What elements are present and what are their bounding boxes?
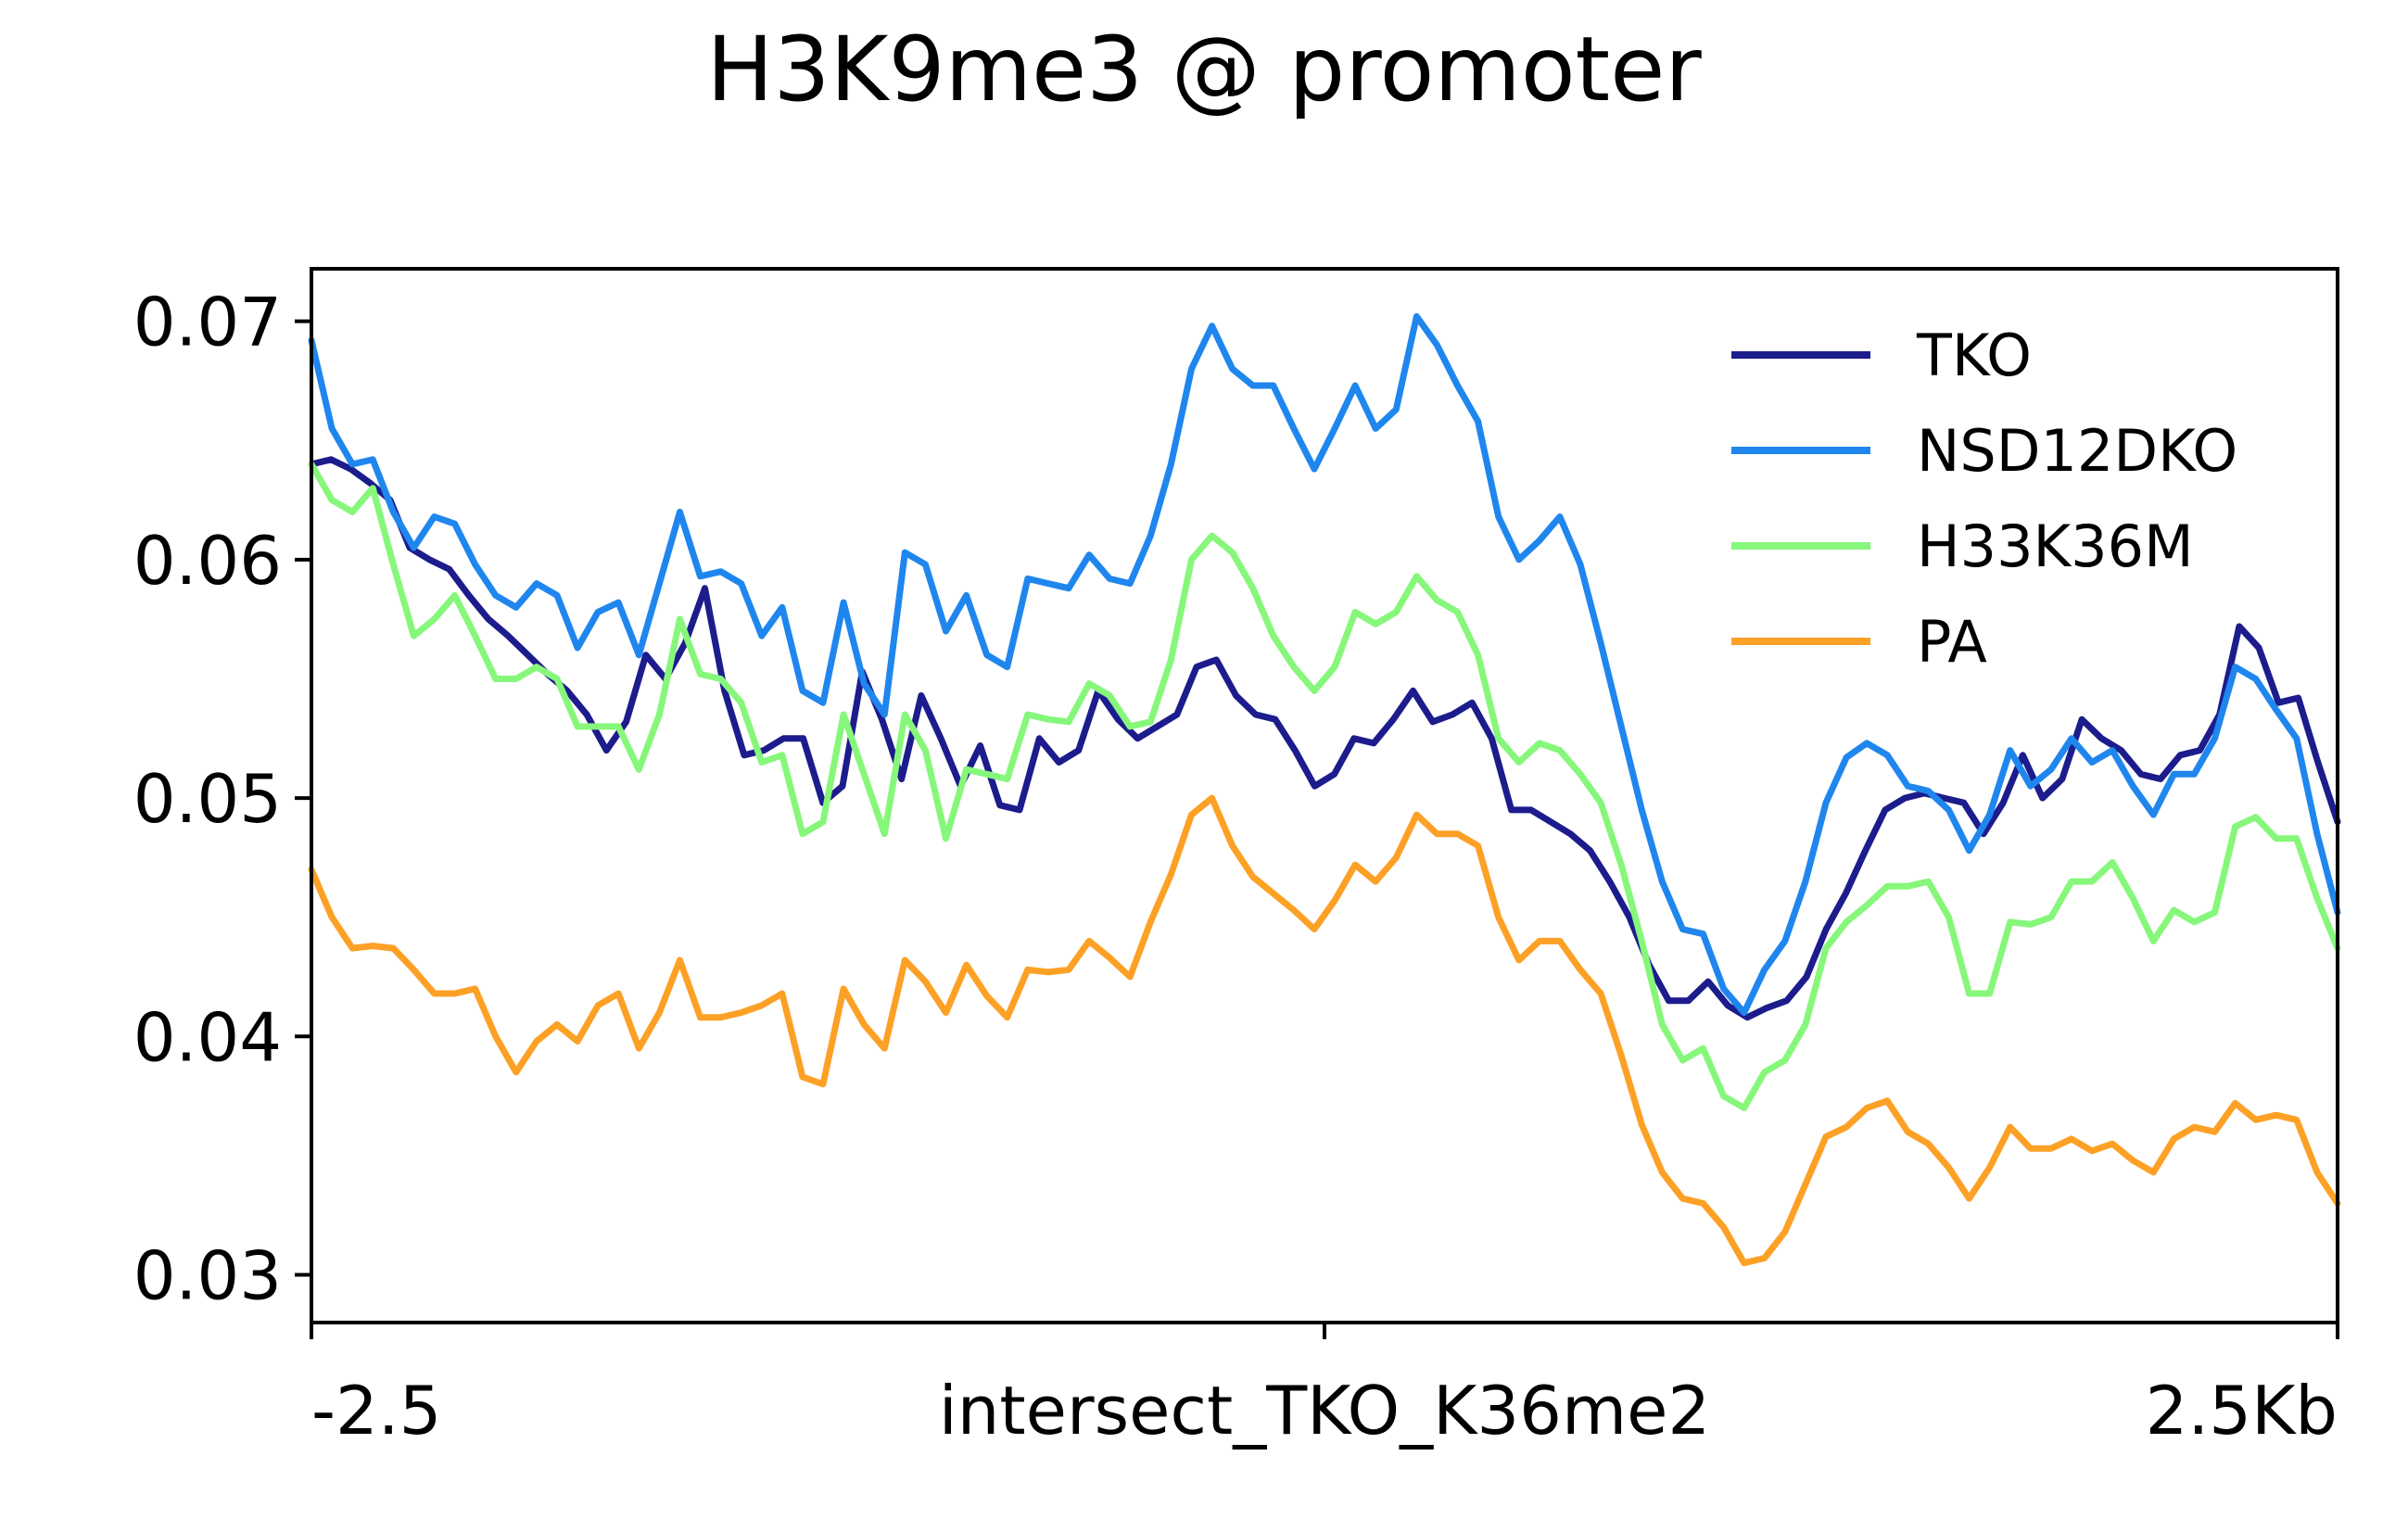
x-tick-label: 2.5Kb [2146,1372,2338,1450]
y-axis: 0.03 0.04 0.05 0.06 0.07 [133,284,311,1315]
y-tick-label: 0.06 [133,522,282,600]
x-axis: -2.5 intersect_TKO_K36me2 2.5Kb [310,1323,2339,1450]
legend: TKO NSD12DKO H33K36M PA [1731,322,2237,676]
x-tick-label: intersect_TKO_K36me2 [939,1372,1710,1450]
legend-label-tko: TKO [1916,322,2032,389]
legend-label-pa: PA [1917,608,1987,676]
series-line-nsd12dko [308,312,2341,1017]
legend-label-h33k36m: H33K36M [1917,513,2194,580]
chart-title: H3K9me3 @ promoter [706,18,1702,121]
y-tick-label: 0.03 [133,1237,282,1315]
series-line-h33k36m [308,461,2341,1111]
y-tick-label: 0.05 [133,760,282,838]
y-tick-label: 0.07 [133,284,282,361]
series-layer [308,312,2341,1267]
x-tick-label: -2.5 [311,1372,441,1450]
series-line-tko [308,456,2341,1021]
y-tick-label: 0.04 [133,998,282,1076]
series-line-pa [308,794,2341,1267]
legend-label-nsd12dko: NSD12DKO [1917,417,2237,485]
